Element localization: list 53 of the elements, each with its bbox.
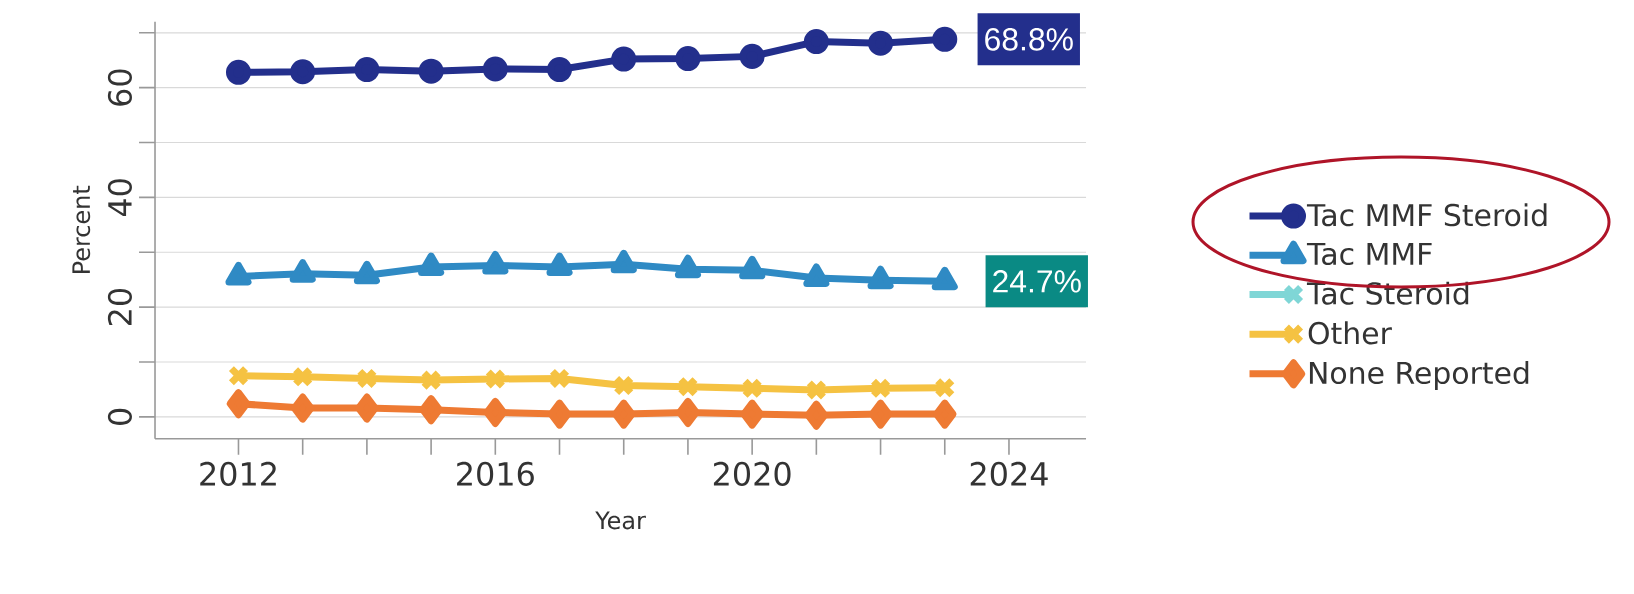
x-tick-label: 2020: [713, 461, 791, 486]
point: [677, 376, 699, 398]
point: [418, 58, 444, 84]
y-tick-label: 40: [107, 179, 132, 217]
point: [290, 393, 315, 423]
point: [547, 399, 572, 429]
point: [225, 59, 251, 85]
legend-label: Tac Steroid: [1306, 281, 1469, 305]
point: [740, 399, 764, 429]
y-tick-label: 0: [107, 408, 132, 425]
legend-label: Tac MMF: [1306, 242, 1432, 266]
point: [483, 397, 508, 427]
x-axis-title: Year: [595, 511, 646, 530]
point: [356, 367, 378, 390]
point: [290, 59, 316, 85]
point: [868, 30, 894, 56]
point: [805, 379, 827, 401]
point: [868, 399, 893, 429]
point: [226, 389, 251, 419]
annotation: 24.7%: [993, 270, 1081, 293]
point: [611, 399, 636, 429]
x-tick-label: 2024: [970, 461, 1048, 486]
point: [869, 377, 892, 399]
point: [420, 369, 442, 391]
point: [739, 43, 765, 69]
point: [419, 395, 443, 425]
point: [676, 397, 700, 427]
point: [482, 56, 508, 82]
legend-label: Other: [1308, 321, 1392, 345]
point: [613, 375, 635, 397]
point: [227, 365, 250, 387]
point: [548, 367, 571, 390]
x-tick-label: 2012: [200, 461, 276, 486]
legend-label: None Reported: [1309, 360, 1529, 390]
point: [934, 377, 956, 399]
point: [354, 57, 380, 83]
legend-label: Tac MMF Steroid: [1306, 203, 1547, 227]
x-tick-label: 2016: [457, 461, 534, 486]
annotation: 68.8%: [985, 28, 1073, 51]
point: [292, 366, 314, 388]
point: [484, 368, 506, 390]
point: [933, 399, 957, 429]
point: [547, 57, 573, 83]
point: [741, 377, 763, 399]
y-tick-label: 60: [107, 69, 132, 106]
point: [611, 46, 637, 72]
y-axis-title: Percent: [72, 185, 91, 273]
point: [355, 393, 379, 423]
point: [803, 29, 829, 55]
point: [675, 46, 701, 72]
point: [804, 400, 829, 430]
y-tick-label: 20: [107, 288, 132, 326]
point: [932, 26, 958, 52]
